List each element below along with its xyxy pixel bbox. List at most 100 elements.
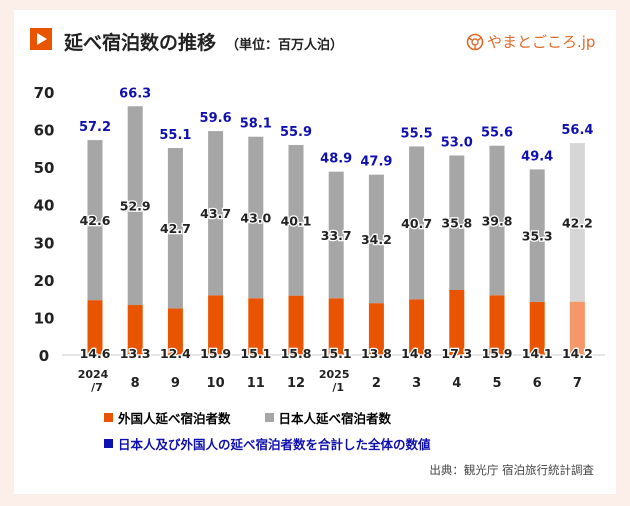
data-label-japanese: 42.2 bbox=[562, 215, 593, 230]
legend-row-1: 外国人延べ宿泊者数 日本人延べ宿泊者数 bbox=[104, 408, 391, 427]
x-tick-label: 11 bbox=[247, 376, 265, 391]
data-label-foreign: 17.3 bbox=[441, 346, 472, 361]
bar-japanese bbox=[529, 169, 545, 303]
data-label-foreign: 14.8 bbox=[401, 346, 432, 361]
logo-icon bbox=[466, 33, 484, 50]
logo: やまとごころ.jp bbox=[466, 31, 595, 52]
x-tick-label: 7 bbox=[573, 376, 582, 391]
x-tick-label: 3 bbox=[412, 376, 421, 391]
legend-row-2: 日本人及び外国人の延べ宿泊者数を合計した全体の数値 bbox=[104, 434, 431, 453]
y-tick-label: 60 bbox=[34, 122, 55, 140]
chart-card bbox=[14, 10, 616, 494]
y-tick-label: 40 bbox=[34, 197, 55, 215]
data-label-japanese: 42.6 bbox=[80, 213, 111, 228]
data-label-japanese: 35.8 bbox=[441, 216, 472, 231]
bar-japanese bbox=[328, 171, 344, 299]
data-label-foreign: 15.9 bbox=[482, 346, 513, 361]
bar-japanese bbox=[288, 144, 304, 296]
unit-label: （単位：百万人泊） bbox=[226, 38, 344, 53]
bar-foreign bbox=[569, 301, 585, 355]
bar-japanese bbox=[409, 146, 425, 300]
data-label-foreign: 13.3 bbox=[120, 346, 151, 361]
x-tick-label: 5 bbox=[492, 376, 501, 391]
legend-japanese: 日本人延べ宿泊者数 bbox=[278, 411, 392, 426]
bar-japanese bbox=[489, 145, 505, 296]
x-tick-label: /7 bbox=[91, 381, 103, 394]
bar-foreign bbox=[248, 298, 264, 355]
x-tick-label: 2 bbox=[372, 376, 381, 391]
legend-swatch-japanese bbox=[264, 413, 274, 422]
data-label-japanese: 42.7 bbox=[160, 221, 191, 236]
data-label-total: 47.9 bbox=[360, 155, 392, 170]
bar-foreign bbox=[167, 308, 183, 355]
bar-japanese bbox=[208, 131, 224, 296]
logo-text: やまとごころ.jp bbox=[487, 33, 596, 51]
x-tick-label: 2025 bbox=[319, 368, 350, 381]
bar-foreign bbox=[87, 300, 103, 355]
x-tick-label: 10 bbox=[207, 376, 225, 391]
chart-title: 延べ宿泊数の推移 （単位：百万人泊） bbox=[64, 28, 343, 55]
legend-foreign: 外国人延べ宿泊者数 bbox=[118, 411, 231, 426]
data-label-total: 53.0 bbox=[441, 135, 473, 150]
data-label-foreign: 14.2 bbox=[562, 346, 593, 361]
bar-foreign bbox=[529, 302, 545, 355]
legend-total: 日本人及び外国人の延べ宿泊者数を合計した全体の数値 bbox=[118, 437, 431, 452]
y-tick-label: 50 bbox=[34, 159, 55, 177]
bar-foreign bbox=[127, 305, 143, 355]
bar-foreign bbox=[208, 295, 224, 355]
bar-japanese bbox=[127, 106, 143, 306]
x-tick-label: 6 bbox=[533, 376, 542, 391]
bar-japanese bbox=[449, 155, 465, 291]
data-label-total: 59.6 bbox=[200, 111, 232, 126]
bar-japanese bbox=[248, 136, 264, 299]
data-label-japanese: 40.1 bbox=[281, 213, 312, 228]
bar-foreign bbox=[288, 295, 304, 355]
data-label-total: 58.1 bbox=[240, 117, 272, 132]
y-tick-label: 10 bbox=[34, 309, 55, 327]
x-tick-label: 2024 bbox=[78, 368, 109, 381]
data-label-japanese: 43.7 bbox=[200, 206, 231, 221]
data-label-foreign: 13.8 bbox=[361, 346, 392, 361]
bar-foreign bbox=[409, 299, 425, 355]
data-label-foreign: 15.9 bbox=[200, 346, 231, 361]
y-tick-label: 70 bbox=[34, 84, 55, 102]
data-label-total: 55.6 bbox=[481, 126, 513, 141]
bar-japanese bbox=[167, 147, 183, 309]
bar-foreign bbox=[449, 290, 465, 355]
play-icon bbox=[30, 28, 52, 50]
data-label-foreign: 15.1 bbox=[240, 346, 271, 361]
legend-swatch-total bbox=[104, 439, 113, 448]
data-label-foreign: 15.1 bbox=[321, 346, 352, 361]
title-text: 延べ宿泊数の推移 bbox=[64, 32, 217, 54]
data-label-total: 56.4 bbox=[561, 123, 593, 138]
data-label-japanese: 35.3 bbox=[522, 229, 553, 244]
data-label-total: 55.1 bbox=[159, 128, 191, 143]
data-label-total: 55.5 bbox=[401, 126, 433, 141]
data-label-japanese: 34.2 bbox=[361, 232, 392, 247]
data-label-total: 49.4 bbox=[521, 149, 553, 164]
bar-japanese bbox=[87, 140, 103, 301]
bar-japanese bbox=[569, 143, 585, 302]
data-label-total: 55.9 bbox=[280, 125, 312, 140]
x-tick-label: /1 bbox=[332, 381, 344, 394]
source-note: 出典：観光庁 宿泊旅行統計調査 bbox=[429, 463, 594, 477]
y-tick-label: 30 bbox=[34, 234, 55, 252]
data-label-foreign: 14.1 bbox=[522, 346, 553, 361]
data-label-japanese: 40.7 bbox=[401, 216, 432, 231]
data-label-japanese: 33.7 bbox=[321, 228, 352, 243]
bar-japanese bbox=[368, 174, 384, 304]
x-tick-label: 9 bbox=[171, 376, 180, 391]
data-label-total: 66.3 bbox=[119, 86, 151, 101]
x-tick-label: 12 bbox=[287, 376, 305, 391]
x-tick-label: 8 bbox=[131, 376, 140, 391]
data-label-foreign: 12.4 bbox=[160, 346, 191, 361]
bar-foreign bbox=[328, 298, 344, 355]
data-label-total: 48.9 bbox=[320, 152, 352, 167]
data-label-foreign: 14.6 bbox=[80, 346, 111, 361]
data-label-japanese: 43.0 bbox=[240, 210, 271, 225]
data-label-total: 57.2 bbox=[79, 120, 111, 135]
y-tick-label: 20 bbox=[34, 272, 55, 290]
data-label-foreign: 15.8 bbox=[281, 346, 312, 361]
bar-foreign bbox=[489, 295, 505, 355]
